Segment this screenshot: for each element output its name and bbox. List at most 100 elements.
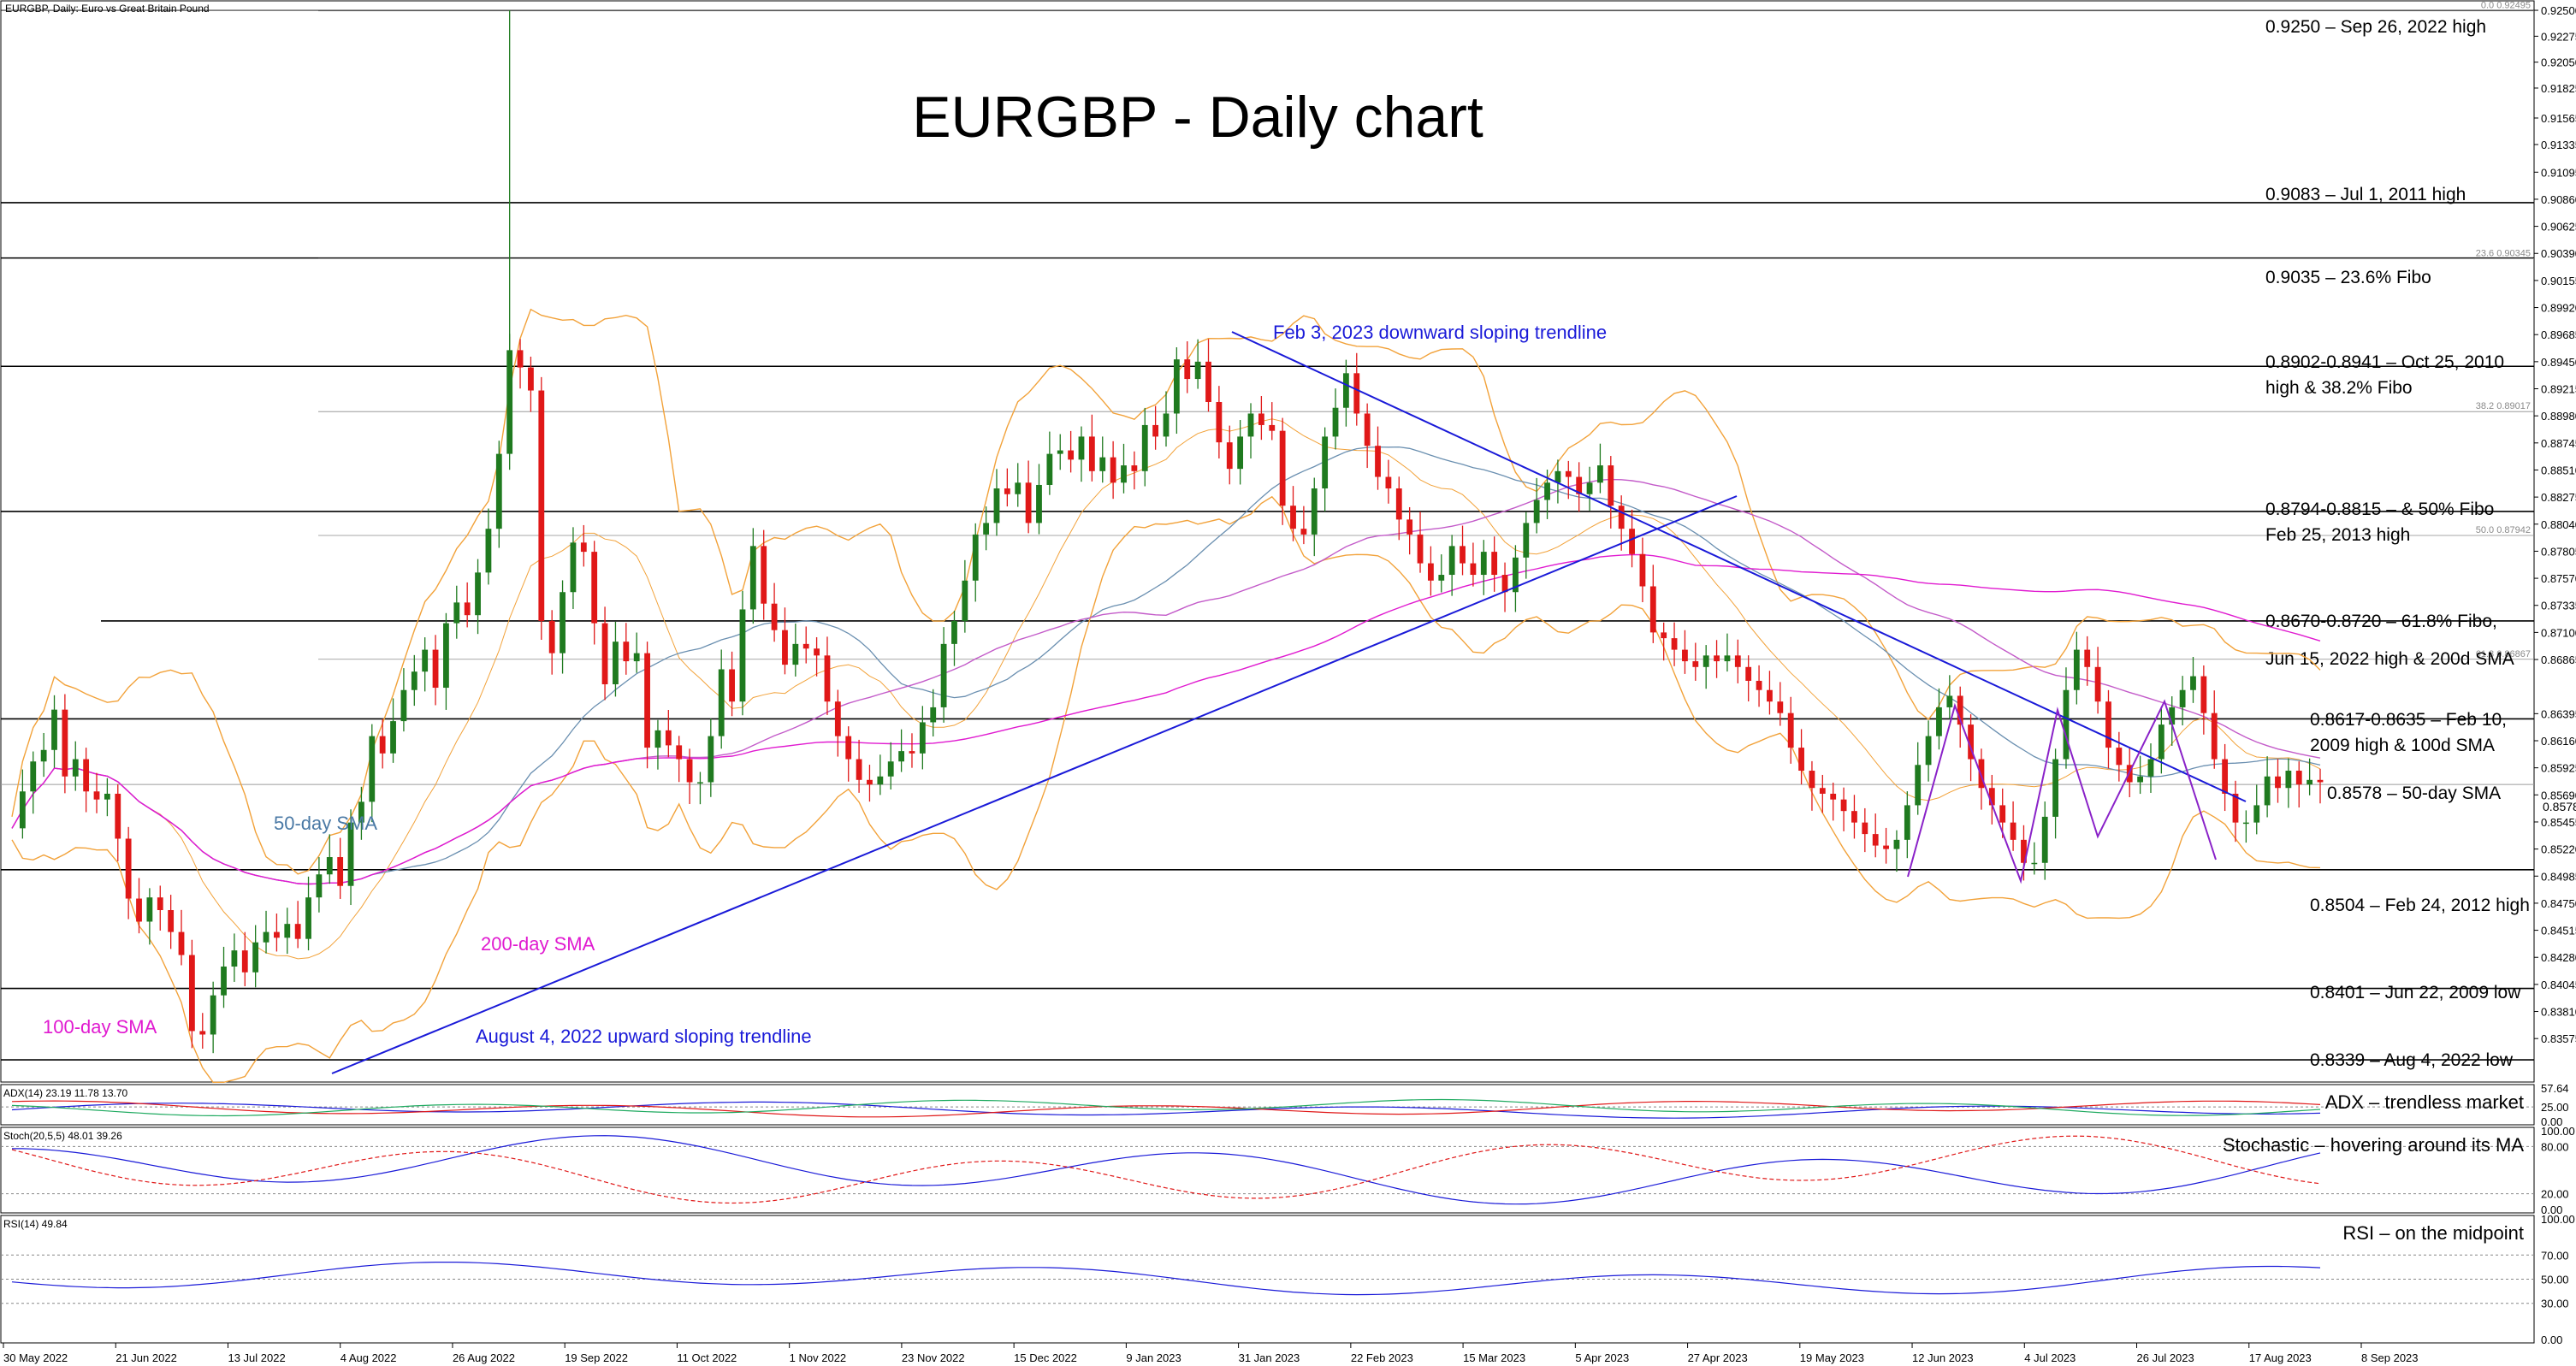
symbol-label: EURGBP, Daily: Euro vs Great Britain Pou… bbox=[5, 3, 210, 15]
candle-body-bearish bbox=[2200, 676, 2207, 713]
candle-body-bullish bbox=[697, 782, 703, 784]
candle-body-bearish bbox=[909, 751, 915, 754]
candle-body-bullish bbox=[2179, 689, 2186, 707]
price-tick-label: 0.90625 bbox=[2541, 221, 2576, 234]
level-label: 0.8401 – Jun 22, 2009 low bbox=[2310, 983, 2521, 1002]
candle-body-bullish bbox=[930, 707, 937, 723]
candle-body-bullish bbox=[411, 671, 417, 690]
candle-body-bearish bbox=[241, 950, 248, 973]
candle-body-bullish bbox=[2190, 676, 2196, 690]
candle-body-bullish bbox=[1554, 470, 1561, 483]
candle-body-bearish bbox=[1226, 442, 1233, 470]
candle-body-bullish bbox=[1194, 361, 1201, 380]
candle-body-bearish bbox=[824, 655, 831, 702]
candle-body-bullish bbox=[1332, 407, 1339, 437]
candle-body-bullish bbox=[1724, 655, 1731, 662]
oscillator-line bbox=[11, 1100, 2321, 1118]
candle-body-bearish bbox=[665, 730, 672, 746]
candle-body-bearish bbox=[1872, 834, 1879, 846]
candle-body-bearish bbox=[1862, 822, 1868, 835]
candle-body-bullish bbox=[19, 791, 26, 829]
candle-body-bullish bbox=[146, 897, 153, 922]
candle-body-bullish bbox=[1438, 575, 1445, 581]
x-tick-label: 27 Apr 2023 bbox=[1688, 1351, 1748, 1364]
fibo-label: 61.8 0.86867 bbox=[2476, 649, 2531, 659]
candle-body-bullish bbox=[2169, 707, 2176, 725]
candle-body-bullish bbox=[1703, 655, 1709, 667]
candle-body-bearish bbox=[1682, 649, 1688, 662]
oscillator-line bbox=[11, 1262, 2321, 1296]
candle-body-bullish bbox=[231, 950, 238, 967]
candle-body-bullish bbox=[2264, 776, 2271, 806]
candle-body-bearish bbox=[1491, 552, 1498, 576]
candle-body-bullish bbox=[369, 736, 376, 802]
candle-body-bearish bbox=[845, 736, 852, 760]
candle-body-bullish bbox=[475, 572, 481, 616]
candle-body-bullish bbox=[1141, 424, 1148, 471]
candle-body-bearish bbox=[1639, 553, 1646, 587]
candle-body-bullish bbox=[1893, 839, 1900, 849]
price-tick-label: 0.88275 bbox=[2541, 491, 2576, 504]
candle-body-bearish bbox=[1999, 805, 2006, 823]
candle-body-bearish bbox=[337, 857, 344, 886]
candle-body-bullish bbox=[1946, 695, 1953, 707]
price-tick-label: 0.91095 bbox=[2541, 166, 2576, 179]
price-tick-label: 0.84045 bbox=[2541, 979, 2576, 991]
x-tick-label: 26 Aug 2022 bbox=[453, 1351, 515, 1364]
candle-body-bullish bbox=[1237, 436, 1244, 470]
candle-body-bearish bbox=[1110, 457, 1116, 483]
candle-body-bullish bbox=[453, 602, 460, 624]
uptrend-line bbox=[331, 495, 1738, 1074]
candle-body-bearish bbox=[1576, 476, 1583, 494]
x-tick-label: 26 Jul 2023 bbox=[2137, 1351, 2194, 1364]
candle-body-bearish bbox=[1269, 424, 1276, 431]
x-tick-label: 22 Feb 2023 bbox=[1351, 1351, 1413, 1364]
candle-body-bearish bbox=[686, 759, 693, 783]
sma-50-line bbox=[11, 446, 2321, 885]
candle-body-bearish bbox=[1692, 661, 1699, 667]
candle-body-bearish bbox=[1205, 361, 1211, 402]
candle-body-bullish bbox=[2158, 724, 2164, 760]
candle-body-bearish bbox=[168, 910, 175, 932]
oscillator-label: RSI(14) 49.84 bbox=[3, 1218, 68, 1230]
candle-body-bearish bbox=[1767, 689, 1773, 702]
candle-body-bullish bbox=[1513, 557, 1519, 593]
candle-body-bullish bbox=[951, 620, 957, 644]
candle-body-bearish bbox=[1375, 446, 1381, 477]
candle-body-bearish bbox=[1004, 488, 1010, 494]
level-label: 0.8902-0.8941 – Oct 25, 2010 bbox=[2265, 352, 2504, 372]
candle-body-bullish bbox=[1173, 359, 1180, 414]
candle-body-bearish bbox=[1851, 811, 1857, 823]
candle-body-bullish bbox=[1163, 413, 1170, 437]
oscillator-axis-label: 80.00 bbox=[2541, 1140, 2569, 1153]
sma200-annotation: 200-day SMA bbox=[481, 933, 595, 955]
candle-body-bearish bbox=[1840, 799, 1847, 812]
candle-body-bullish bbox=[654, 730, 661, 748]
oscillator-axis-label: 20.00 bbox=[2541, 1188, 2569, 1201]
candle-body-bullish bbox=[1121, 465, 1127, 483]
candle-body-bullish bbox=[1078, 436, 1085, 460]
oscillator-axis-label: 100.00 bbox=[2541, 1125, 2575, 1138]
candle-body-bullish bbox=[1597, 465, 1603, 483]
downtrend-annotation: Feb 3, 2023 downward sloping trendline bbox=[1273, 322, 1607, 343]
candle-body-bearish bbox=[1661, 632, 1667, 639]
x-tick-label: 9 Jan 2023 bbox=[1126, 1351, 1181, 1364]
candle-body-bullish bbox=[2137, 776, 2144, 783]
oscillator-axis-label: 0.00 bbox=[2541, 1203, 2562, 1216]
candle-body-bearish bbox=[2222, 759, 2229, 794]
candle-body-bullish bbox=[1015, 482, 1022, 494]
candle-body-bearish bbox=[1618, 506, 1625, 529]
candle-body-bearish bbox=[2116, 748, 2123, 766]
oscillator-label: Stoch(20,5,5) 48.01 39.26 bbox=[3, 1130, 122, 1142]
fibo-label: 38.2 0.89017 bbox=[2476, 401, 2531, 411]
downtrend-line bbox=[1231, 331, 2247, 802]
candle-body-bullish bbox=[326, 857, 333, 875]
candle-body-bullish bbox=[2285, 771, 2292, 789]
